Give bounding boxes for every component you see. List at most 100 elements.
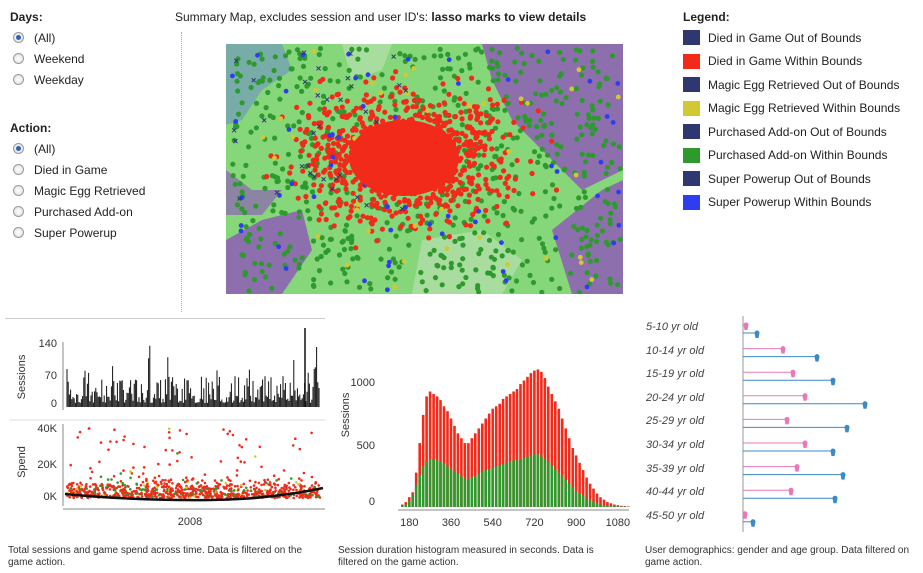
- histogram-bar-died: [425, 396, 428, 507]
- map-mark-addon: [581, 189, 587, 195]
- legend-item[interactable]: Magic Egg Retrieved Within Bounds: [683, 97, 900, 121]
- legend-item[interactable]: Died in Game Out of Bounds: [683, 26, 900, 50]
- spend-point: [177, 489, 180, 492]
- map-mark-addon: [441, 255, 447, 261]
- radio-button[interactable]: [13, 164, 24, 175]
- map-mark-died: [300, 168, 306, 174]
- action-option-magic-egg-retrieved[interactable]: Magic Egg Retrieved: [13, 180, 145, 201]
- map-mark-addon: [590, 107, 596, 113]
- spend-point: [213, 494, 217, 497]
- spend-point: [111, 485, 114, 489]
- map-mark-addon: [537, 78, 543, 84]
- spend-point: [157, 474, 161, 478]
- spend-point: [207, 496, 210, 499]
- action-option-died-in-game[interactable]: Died in Game: [13, 159, 145, 180]
- spend-point: [268, 489, 272, 493]
- map-mark-powerup: [500, 269, 506, 274]
- spend-point: [166, 492, 170, 496]
- spend-point: [226, 476, 229, 479]
- spend-point: [270, 485, 274, 489]
- map-mark-died: [312, 135, 318, 141]
- map-mark-died: [300, 142, 306, 148]
- map-mark-addon: [573, 47, 579, 53]
- map-mark-died: [402, 85, 408, 91]
- map-mark-egg: [315, 233, 321, 239]
- spend-point: [152, 479, 155, 483]
- days-option-weekend[interactable]: Weekend: [13, 48, 84, 69]
- map-mark-addon: [597, 98, 603, 104]
- map-mark-addon: [557, 203, 563, 209]
- radio-button[interactable]: [13, 185, 24, 196]
- map-mark-addon: [603, 138, 609, 144]
- map-mark-died: [317, 187, 323, 194]
- map-mark-addon: [579, 236, 585, 243]
- map-mark-died: [288, 164, 294, 170]
- map-mark-addon: [267, 77, 273, 83]
- legend-item[interactable]: Super Powerup Out of Bounds: [683, 167, 900, 191]
- spend-point: [205, 492, 209, 496]
- map-mark-died: [487, 118, 493, 124]
- spend-point: [72, 481, 75, 485]
- radio-button[interactable]: [13, 206, 24, 217]
- map-mark-died: [471, 153, 477, 159]
- map-mark-out-of-bounds: [308, 170, 313, 176]
- action-option-super-powerup[interactable]: Super Powerup: [13, 222, 145, 243]
- histogram-bar-addon: [498, 465, 501, 507]
- legend-item[interactable]: Super Powerup Within Bounds: [683, 191, 900, 215]
- radio-button[interactable]: [13, 74, 24, 85]
- action-option-purchased-add-on[interactable]: Purchased Add-on: [13, 201, 145, 222]
- map-mark-died: [329, 182, 336, 188]
- map-mark-died: [503, 220, 509, 226]
- map-mark-died: [403, 98, 409, 104]
- legend-item[interactable]: Purchased Add-on Out of Bounds: [683, 120, 900, 144]
- summary-map[interactable]: [222, 40, 627, 295]
- spend-point: [236, 456, 240, 460]
- action-option-all[interactable]: (All): [13, 138, 145, 159]
- spend-point: [235, 474, 239, 477]
- legend-item[interactable]: Magic Egg Retrieved Out of Bounds: [683, 73, 900, 97]
- radio-button[interactable]: [13, 143, 24, 154]
- map-mark-addon: [384, 220, 390, 226]
- map-mark-died: [476, 172, 482, 178]
- map-mark-addon: [554, 142, 560, 148]
- spend-point: [300, 479, 303, 482]
- spend-point: [190, 456, 193, 459]
- spend-point: [169, 478, 173, 481]
- demographics-chart[interactable]: [735, 316, 915, 532]
- days-option-weekday[interactable]: Weekday: [13, 69, 84, 90]
- days-option-all[interactable]: (All): [13, 27, 84, 48]
- spend-point: [116, 493, 120, 496]
- spend-point: [103, 492, 107, 495]
- map-mark-addon: [276, 75, 283, 81]
- map-mark-addon: [357, 74, 363, 80]
- map-mark-addon: [292, 257, 298, 263]
- spend-point: [143, 488, 147, 491]
- spend-point: [157, 483, 160, 487]
- spend-point: [130, 490, 134, 494]
- radio-button[interactable]: [13, 227, 24, 238]
- radio-button[interactable]: [13, 53, 24, 64]
- map-mark-egg: [290, 134, 296, 140]
- map-mark-died: [348, 208, 354, 214]
- map-mark-addon: [251, 61, 257, 67]
- spend-point: [109, 440, 112, 443]
- map-mark-died: [417, 195, 423, 201]
- map-mark-addon: [466, 61, 472, 67]
- radio-button[interactable]: [13, 32, 24, 43]
- histogram-bar-died: [508, 394, 512, 507]
- map-mark-addon: [612, 201, 618, 207]
- map-mark-died: [467, 223, 474, 229]
- spend-point: [203, 496, 207, 499]
- spend-point: [122, 492, 125, 496]
- duration-histogram[interactable]: Sessions 1000 500 0 180 360 540 720 900 1080: [333, 335, 633, 535]
- legend-item[interactable]: Died in Game Within Bounds: [683, 50, 900, 74]
- map-mark-died: [477, 139, 483, 145]
- timeline-chart[interactable]: Sessions 140 70 0 Spend 40K 20K 0K 2008: [5, 322, 325, 532]
- map-mark-addon: [553, 247, 559, 253]
- map-mark-died: [466, 108, 473, 114]
- map-mark-addon: [367, 281, 373, 287]
- spend-point: [94, 488, 98, 491]
- map-mark-addon: [341, 246, 347, 253]
- spend-point: [188, 496, 192, 500]
- legend-item[interactable]: Purchased Add-on Within Bounds: [683, 144, 900, 168]
